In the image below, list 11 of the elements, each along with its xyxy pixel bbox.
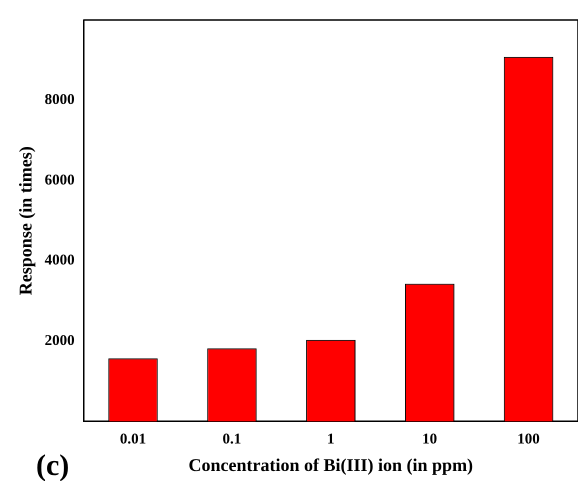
y-tick-label: 6000 [44, 172, 75, 188]
x-tick-label: 1 [327, 431, 335, 448]
x-tick-label: 0.1 [222, 431, 242, 448]
x-tick-label: 0.01 [120, 431, 146, 448]
x-tick-label: 100 [517, 431, 540, 448]
y-tick-label: 4000 [44, 252, 75, 269]
y-tick-label: 8000 [44, 92, 75, 108]
x-tick-label: 10 [422, 431, 438, 448]
x-axis-title: Concentration of Bi(III) ion (in ppm) [188, 454, 474, 475]
y-tick-label: 2000 [44, 332, 75, 349]
y-axis-title: Response (in times) [15, 146, 36, 296]
